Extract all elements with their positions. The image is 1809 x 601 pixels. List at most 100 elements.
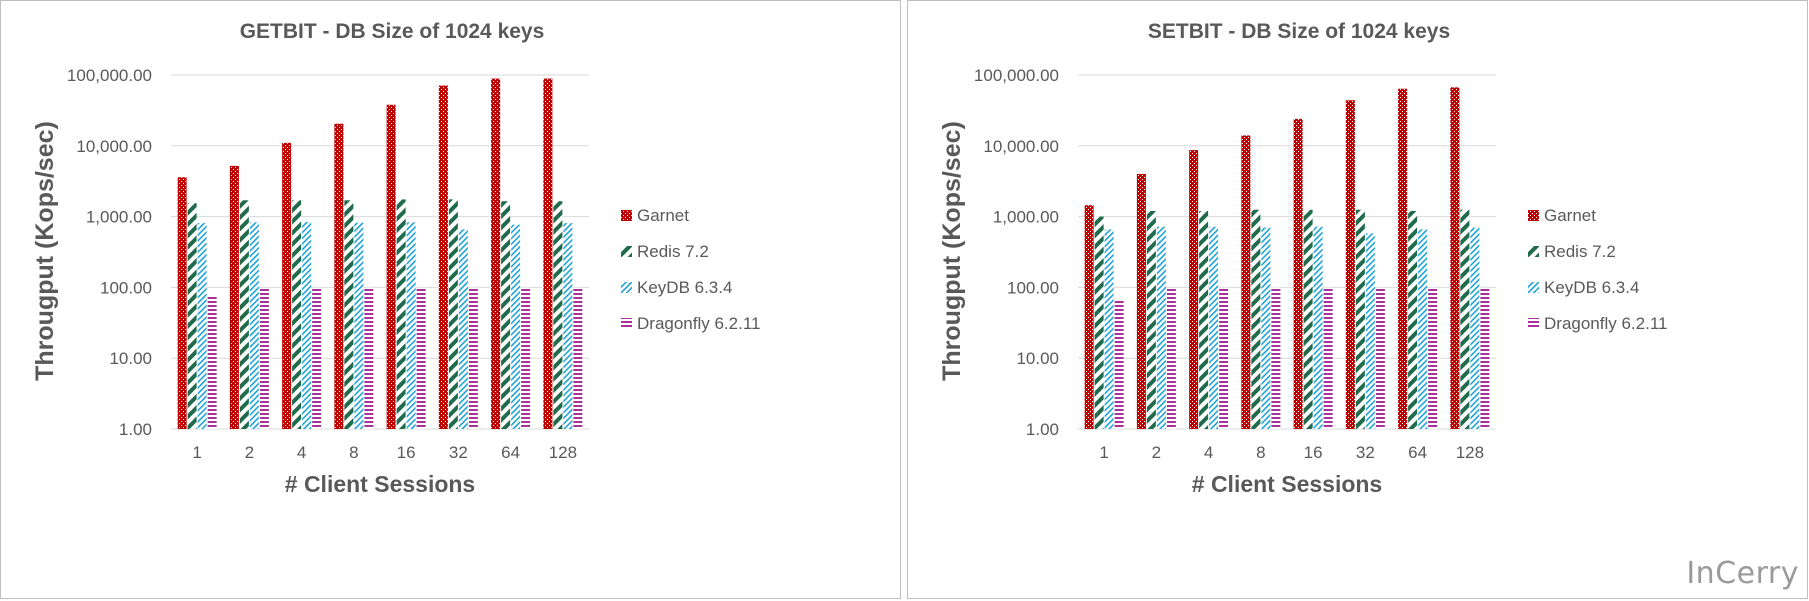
bar-garnet-128 bbox=[1450, 87, 1460, 429]
legend-label-keydb-6-3-4: KeyDB 6.3.4 bbox=[1544, 278, 1639, 297]
bar-garnet-32 bbox=[438, 85, 448, 429]
legend-swatch-dragonfly-6-2-11 bbox=[621, 318, 632, 329]
y-tick-label: 100.00 bbox=[100, 278, 152, 297]
bar-redis-7-2-1 bbox=[187, 203, 197, 429]
bar-dragonfly-6-2-11-16 bbox=[416, 287, 426, 429]
bar-redis-7-2-1 bbox=[1094, 216, 1104, 429]
bar-keydb-6-3-4-2 bbox=[1156, 226, 1166, 429]
legend-label-garnet: Garnet bbox=[1544, 206, 1596, 225]
bar-keydb-6-3-4-1 bbox=[1104, 229, 1114, 429]
y-tick-label: 1.00 bbox=[119, 420, 152, 439]
y-axis-label: Througput (Kops/sec) bbox=[938, 121, 966, 381]
setbit-chart: SETBIT - DB Size of 1024 keys 1.00 10.00 10… bbox=[938, 20, 1667, 497]
bar-garnet-128 bbox=[543, 78, 553, 429]
bar-redis-7-2-8 bbox=[344, 200, 354, 429]
bar-redis-7-2-16 bbox=[396, 199, 406, 429]
bar-redis-7-2-128 bbox=[1460, 209, 1470, 429]
bar-garnet-64 bbox=[1398, 88, 1408, 429]
x-tick-label: 32 bbox=[1356, 443, 1375, 462]
legend-label-dragonfly-6-2-11: Dragonfly 6.2.11 bbox=[1544, 314, 1667, 333]
bar-keydb-6-3-4-32 bbox=[458, 229, 468, 429]
watermark-text: InCerry bbox=[1686, 556, 1799, 591]
x-tick-label: 4 bbox=[297, 443, 306, 462]
bar-dragonfly-6-2-11-4 bbox=[1219, 287, 1229, 429]
y-tick-label: 10,000.00 bbox=[76, 137, 152, 156]
x-tick-label: 128 bbox=[1456, 443, 1484, 462]
x-tick-label: 128 bbox=[549, 443, 577, 462]
bar-garnet-8 bbox=[1241, 135, 1251, 429]
bar-redis-7-2-2 bbox=[1146, 210, 1156, 429]
bar-dragonfly-6-2-11-16 bbox=[1323, 287, 1333, 429]
x-tick-label: 32 bbox=[449, 443, 468, 462]
bar-keydb-6-3-4-64 bbox=[1418, 229, 1428, 429]
bar-garnet-1 bbox=[177, 177, 187, 429]
y-tick-label: 100,000.00 bbox=[67, 66, 152, 85]
bar-keydb-6-3-4-32 bbox=[1365, 233, 1375, 429]
bar-dragonfly-6-2-11-8 bbox=[1271, 287, 1281, 429]
y-tick-label: 100.00 bbox=[1007, 278, 1059, 297]
bar-dragonfly-6-2-11-64 bbox=[1428, 287, 1438, 429]
bar-dragonfly-6-2-11-32 bbox=[1375, 287, 1385, 429]
setbit-chart-panel: SETBIT - DB Size of 1024 keys 1.00 10.00 10… bbox=[907, 0, 1808, 599]
bar-redis-7-2-32 bbox=[448, 199, 458, 429]
y-tick-label: 1.00 bbox=[1026, 420, 1059, 439]
bar-redis-7-2-128 bbox=[553, 201, 563, 429]
x-tick-label: 1 bbox=[192, 443, 201, 462]
bar-garnet-64 bbox=[491, 78, 501, 429]
getbit-chart: GETBIT - DB Size of 1024 keys 1.00 10.00 10… bbox=[31, 20, 760, 497]
y-tick-label: 1,000.00 bbox=[993, 208, 1059, 227]
bar-dragonfly-6-2-11-4 bbox=[312, 287, 322, 429]
x-tick-label: 2 bbox=[1152, 443, 1161, 462]
bar-garnet-2 bbox=[229, 165, 239, 429]
y-tick-label: 100,000.00 bbox=[974, 66, 1059, 85]
bar-garnet-1 bbox=[1084, 205, 1094, 429]
bar-dragonfly-6-2-11-1 bbox=[1114, 299, 1124, 429]
x-tick-label: 64 bbox=[1408, 443, 1427, 462]
bar-keydb-6-3-4-1 bbox=[197, 223, 207, 429]
bar-keydb-6-3-4-8 bbox=[1261, 227, 1271, 429]
bar-dragonfly-6-2-11-128 bbox=[1480, 287, 1490, 429]
bar-redis-7-2-4 bbox=[1199, 210, 1209, 429]
chart-title: GETBIT - DB Size of 1024 keys bbox=[240, 20, 545, 43]
y-tick-label: 10.00 bbox=[1016, 349, 1059, 368]
bar-dragonfly-6-2-11-1 bbox=[207, 296, 217, 429]
bar-redis-7-2-16 bbox=[1303, 209, 1313, 429]
x-tick-label: 16 bbox=[1304, 443, 1323, 462]
x-tick-label: 16 bbox=[397, 443, 416, 462]
y-tick-label: 10.00 bbox=[109, 349, 152, 368]
legend-swatch-dragonfly-6-2-11 bbox=[1528, 318, 1539, 329]
y-tick-label: 1,000.00 bbox=[86, 208, 152, 227]
bar-dragonfly-6-2-11-2 bbox=[259, 288, 269, 429]
bar-dragonfly-6-2-11-32 bbox=[468, 287, 478, 429]
bar-keydb-6-3-4-128 bbox=[563, 223, 573, 429]
bar-redis-7-2-2 bbox=[239, 200, 249, 429]
x-tick-label: 8 bbox=[1256, 443, 1265, 462]
bar-garnet-16 bbox=[386, 104, 396, 430]
bar-redis-7-2-8 bbox=[1251, 209, 1261, 429]
y-tick-label: 10,000.00 bbox=[983, 137, 1059, 156]
x-tick-label: 8 bbox=[349, 443, 358, 462]
bar-redis-7-2-4 bbox=[292, 200, 302, 429]
bar-dragonfly-6-2-11-64 bbox=[521, 287, 531, 429]
x-tick-label: 2 bbox=[245, 443, 254, 462]
y-axis-label: Througput (Kops/sec) bbox=[31, 121, 59, 381]
bar-redis-7-2-64 bbox=[501, 201, 511, 429]
bar-garnet-32 bbox=[1345, 100, 1355, 429]
x-tick-label: 1 bbox=[1099, 443, 1108, 462]
getbit-chart-panel: GETBIT - DB Size of 1024 keys 1.00 10.00 10… bbox=[0, 0, 901, 599]
bar-redis-7-2-32 bbox=[1355, 209, 1365, 429]
legend-swatch-garnet bbox=[621, 210, 632, 221]
legend-swatch-garnet bbox=[1528, 210, 1539, 221]
chart-title: SETBIT - DB Size of 1024 keys bbox=[1148, 20, 1450, 43]
bar-keydb-6-3-4-4 bbox=[302, 221, 312, 429]
bar-keydb-6-3-4-128 bbox=[1470, 227, 1480, 429]
legend-label-dragonfly-6-2-11: Dragonfly 6.2.11 bbox=[637, 314, 760, 333]
legend-swatch-keydb-6-3-4 bbox=[1528, 282, 1539, 293]
legend-label-redis-7-2: Redis 7.2 bbox=[637, 242, 709, 261]
bar-keydb-6-3-4-64 bbox=[511, 224, 521, 429]
x-tick-label: 4 bbox=[1204, 443, 1213, 462]
legend-swatch-redis-7-2 bbox=[1528, 246, 1539, 257]
x-axis-label: # Client Sessions bbox=[1192, 471, 1382, 497]
bar-keydb-6-3-4-8 bbox=[354, 222, 364, 429]
bar-keydb-6-3-4-16 bbox=[1313, 226, 1323, 429]
